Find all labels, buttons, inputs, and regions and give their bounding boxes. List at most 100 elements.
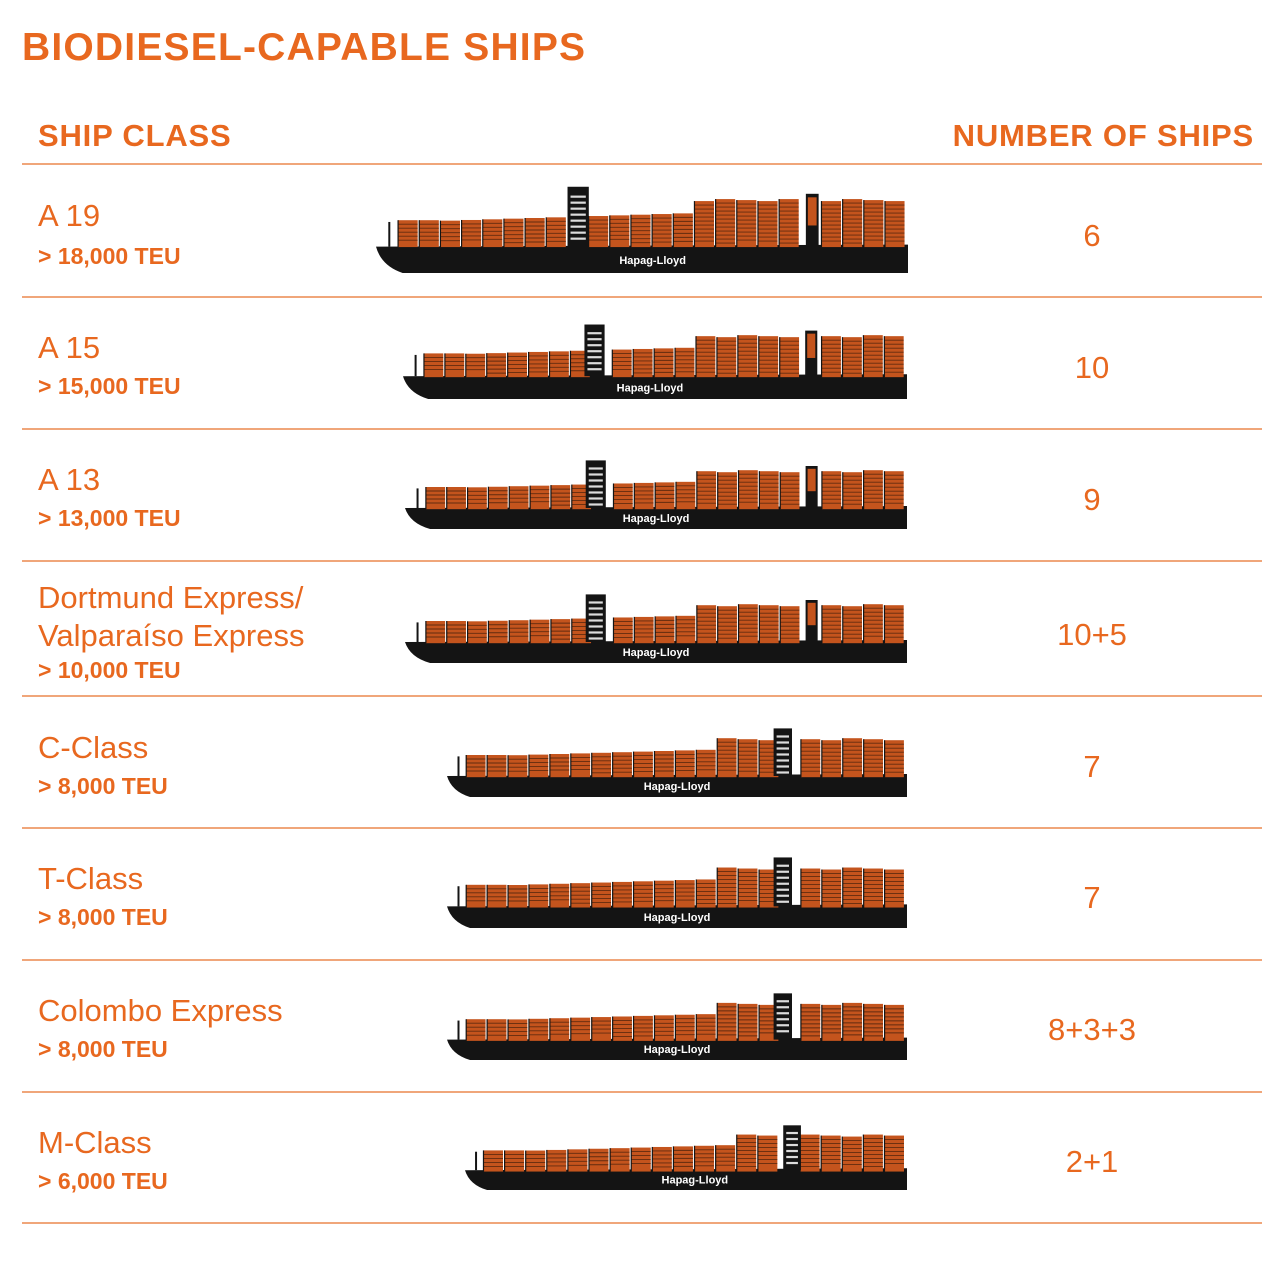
container-ship-silhouette-icon: Hapag-Lloyd: [447, 992, 907, 1060]
ship-class-name: T-Class: [38, 861, 144, 896]
container-stack: [842, 1136, 862, 1172]
container-stack: [821, 336, 841, 378]
bridge-tower: [585, 460, 606, 508]
container-stack: [487, 884, 507, 908]
ship-count: 6: [1083, 218, 1101, 253]
container-stack: [466, 755, 486, 778]
container-stack: [800, 868, 821, 908]
container-stack: [673, 213, 693, 248]
container-stack: [528, 1018, 549, 1041]
ship-brand-label: Hapag-Lloyd: [644, 912, 711, 924]
container-stack: [738, 1003, 758, 1041]
container-stack: [612, 752, 632, 778]
container-stack: [821, 740, 842, 778]
container-ship-silhouette-icon: Hapag-Lloyd: [405, 593, 907, 663]
container-stack: [633, 751, 653, 778]
bridge-tower: [585, 594, 606, 642]
ship-count: 10+5: [1057, 617, 1127, 652]
ship-count: 8+3+3: [1048, 1012, 1136, 1047]
container-stack: [821, 201, 842, 248]
hull-shape: [405, 640, 907, 663]
ship-capacity-teu: > 8,000 TEU: [38, 904, 168, 930]
container-stack: [717, 1002, 737, 1041]
container-stack: [546, 217, 566, 248]
container-stack: [884, 605, 904, 644]
bridge-tower: [783, 1125, 801, 1171]
container-stack: [612, 881, 632, 908]
container-stack: [738, 470, 758, 510]
ship-class-name: A 19: [38, 198, 101, 233]
container-ship-silhouette-icon: Hapag-Lloyd: [405, 459, 907, 529]
container-stack: [446, 621, 466, 644]
container-stack: [884, 471, 904, 510]
ship-class-row: C-Class > 8,000 TEU Hapag-Lloyd 7: [0, 697, 1280, 827]
container-stack: [800, 739, 821, 778]
ship-class-name: C-Class: [38, 730, 149, 765]
container-stack: [863, 335, 883, 378]
container-stack: [863, 739, 883, 778]
page-title: BIODIESEL-CAPABLE SHIPS: [22, 26, 587, 69]
container-stack: [673, 1146, 693, 1172]
row-divider: [22, 827, 1262, 829]
container-ship-silhouette-icon: Hapag-Lloyd: [376, 185, 908, 273]
container-stack: [488, 620, 508, 644]
ship-brand-label: Hapag-Lloyd: [623, 513, 690, 525]
container-stack: [758, 336, 779, 378]
header-divider: [22, 163, 1262, 165]
container-stack: [759, 471, 779, 510]
container-stack: [591, 882, 612, 908]
container-stack: [528, 754, 549, 778]
container-stack: [483, 1150, 503, 1172]
container-stack: [694, 201, 715, 248]
container-stack: [696, 879, 716, 908]
container-stack: [884, 336, 904, 378]
container-stack: [842, 606, 863, 644]
container-stack: [694, 1145, 715, 1172]
container-stack: [508, 755, 528, 778]
ship-count: 2+1: [1065, 1144, 1119, 1179]
container-stack: [738, 604, 758, 644]
bridge-tower: [773, 728, 792, 776]
container-stack: [446, 487, 466, 510]
container-stack: [549, 1018, 570, 1041]
container-stack: [759, 869, 779, 908]
ship-class-row: Dortmund Express/Valparaíso Express > 10,…: [0, 561, 1280, 695]
container-stack: [466, 884, 486, 908]
container-stack: [525, 1150, 546, 1172]
container-stack: [487, 755, 507, 778]
container-stack: [425, 621, 446, 644]
hull-shape: [376, 244, 908, 273]
container-stack: [633, 348, 653, 378]
ship-brand-label: Hapag-Lloyd: [617, 382, 684, 394]
hull-shape: [403, 374, 907, 399]
ship-class-row: A 15 > 15,000 TEU Hapag-Lloyd 10: [0, 297, 1280, 428]
container-stack: [675, 347, 695, 378]
hull-shape: [447, 904, 907, 928]
container-stack: [757, 201, 778, 248]
container-stack: [738, 868, 758, 908]
container-stack: [488, 486, 508, 510]
container-stack: [884, 1135, 904, 1172]
container-stack: [487, 1019, 507, 1041]
container-stack: [717, 738, 737, 778]
ship-brand-label: Hapag-Lloyd: [619, 255, 686, 267]
hull-shape: [447, 1037, 907, 1060]
container-stack: [884, 201, 905, 248]
ship-capacity-teu: > 13,000 TEU: [38, 505, 181, 531]
container-stack: [676, 615, 696, 644]
ship-class-row: A 19 > 18,000 TEU Hapag-Lloyd 6: [0, 165, 1280, 296]
container-stack: [588, 216, 609, 248]
container-stack: [717, 606, 737, 644]
row-divider: [22, 695, 1262, 697]
container-stack: [884, 740, 904, 778]
container-stack: [863, 868, 883, 908]
container-stack: [467, 487, 487, 510]
container-stack: [736, 1134, 757, 1172]
row-divider: [22, 428, 1262, 430]
container-stack: [466, 1019, 486, 1041]
container-stack: [676, 481, 696, 510]
row-divider: [22, 1222, 1262, 1224]
ship-class-row: M-Class > 6,000 TEU Hapag-Lloyd 2+1: [0, 1092, 1280, 1222]
container-stack: [821, 869, 842, 908]
container-stack: [633, 1015, 653, 1041]
